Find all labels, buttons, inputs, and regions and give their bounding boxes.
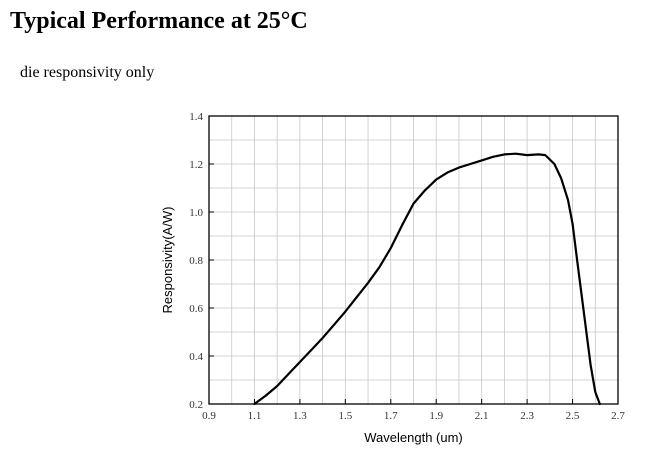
y-tick-label: 0.4 [189,351,203,363]
grid-lines [209,116,618,404]
page-subtitle: die responsivity only [20,64,155,81]
x-tick-label: 2.7 [611,410,625,422]
y-tick-label: 0.6 [189,303,203,315]
x-axis-label: Wavelength (um) [364,430,463,445]
y-tick-label: 1.2 [189,159,203,171]
x-tick-label: 1.3 [293,410,307,422]
y-tick-label: 1.4 [189,111,203,123]
x-tick-label: 2.1 [475,410,489,422]
responsivity-curve [253,152,601,406]
x-tick-label: 1.7 [384,410,398,422]
y-tick-label: 1.0 [189,207,203,219]
y-axis-ticks: 0.2 0.4 0.6 0.8 1.0 1.2 1.4 [189,111,214,411]
x-axis-ticks: 0.9 1.1 1.3 1.5 1.7 1.9 2.1 2.3 2.5 2.7 [202,399,625,422]
x-tick-label: 1.1 [248,410,262,422]
y-tick-label: 0.2 [189,399,203,411]
x-tick-label: 2.5 [566,410,580,422]
x-tick-label: 2.3 [520,410,534,422]
x-tick-label: 1.5 [338,410,352,422]
y-axis-label: Responsivity(A/W) [160,207,175,314]
x-tick-label: 0.9 [202,410,216,422]
x-tick-label: 1.9 [429,410,443,422]
y-tick-label: 0.8 [189,255,203,267]
page-title: Typical Performance at 25°C [10,8,308,34]
